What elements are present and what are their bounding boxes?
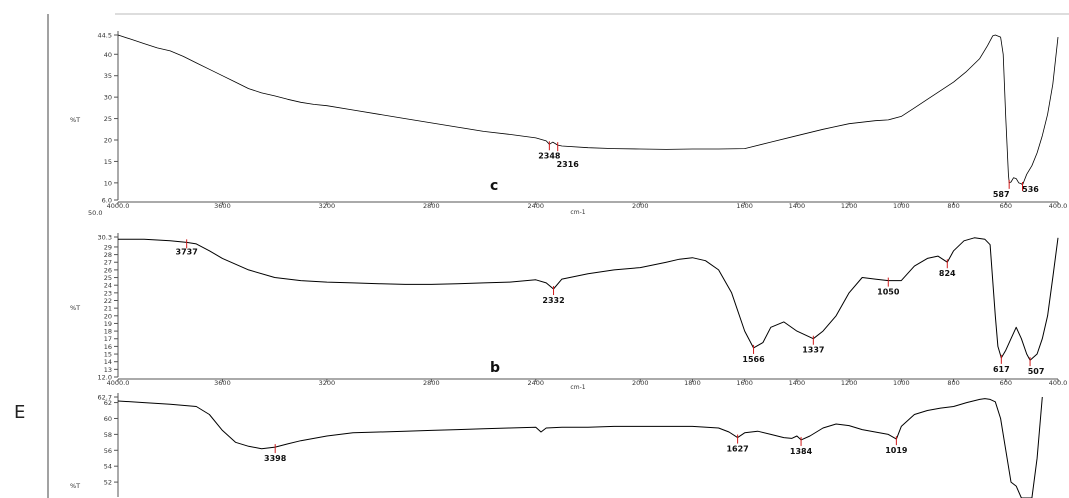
peak-label: 617 <box>993 365 1010 374</box>
y-tick-label: 21 <box>104 305 112 313</box>
y-tick-label: 60 <box>104 415 112 423</box>
x-tick-label: 4000.0 <box>107 202 130 210</box>
y-tick-label: 54 <box>104 463 112 471</box>
x-tick-label: 1400 <box>789 202 806 210</box>
x-tick-label: 1600 <box>736 202 753 210</box>
y-tick-label: 25 <box>104 115 112 123</box>
y-tick-label: 18 <box>104 328 112 336</box>
peak-label: 1627 <box>726 445 748 454</box>
y-tick-label: 17 <box>104 335 112 343</box>
peak-label: 2348 <box>538 151 561 160</box>
x-tick-label: 2000 <box>632 202 649 210</box>
y-tick-label: 23 <box>104 289 112 297</box>
x-tick-label: 3600 <box>214 379 231 387</box>
y-tick-label: 58 <box>104 431 112 439</box>
x-tick-label: 1600 <box>736 379 753 387</box>
x-tick-label: 2000 <box>632 379 649 387</box>
y-tick-label: 10 <box>104 179 112 187</box>
peak-label: 3398 <box>264 454 287 463</box>
panel-letter: b <box>490 360 500 376</box>
y-tick-label: 22 <box>104 297 112 305</box>
y-tick-label: 15 <box>104 158 112 166</box>
overlap-axis-value: 50.0 <box>88 209 102 217</box>
y-tick-label: 30.3 <box>98 234 112 242</box>
y-tick-label: 14 <box>104 358 112 366</box>
x-tick-label: 2400 <box>528 202 545 210</box>
x-axis-label: cm-1 <box>570 209 585 216</box>
peak-label: 1566 <box>742 355 765 364</box>
panel-letter: c <box>490 178 498 194</box>
y-tick-label: 40 <box>104 51 112 59</box>
peak-label: 1050 <box>877 288 900 297</box>
y-tick-label: 29 <box>104 243 112 251</box>
y-tick-label: 30 <box>104 94 112 102</box>
peak-label: 824 <box>939 269 956 278</box>
y-tick-label: 16 <box>104 343 112 351</box>
y-axis-label: %T <box>70 482 80 490</box>
spectrum-line <box>118 237 1059 361</box>
y-tick-label: 19 <box>104 320 112 328</box>
peak-label: 2316 <box>557 160 580 169</box>
y-tick-label: 15 <box>104 351 112 359</box>
x-tick-label: 600 <box>1000 379 1012 387</box>
x-tick-label: 3600 <box>214 202 231 210</box>
peak-label: 2332 <box>542 296 564 305</box>
y-tick-label: 35 <box>104 72 112 80</box>
y-axis-label: %T <box>70 304 80 312</box>
peak-label: 1337 <box>802 346 824 355</box>
y-axis-label: %T <box>70 116 80 124</box>
x-tick-label: 1000 <box>893 202 910 210</box>
x-tick-label: 800 <box>947 379 959 387</box>
x-tick-label: 1800 <box>684 379 701 387</box>
y-tick-label: 62 <box>104 399 112 407</box>
x-tick-label: 400.0 <box>1049 202 1068 210</box>
y-tick-label: 62.7 <box>98 394 112 402</box>
y-tick-label: 24 <box>104 282 112 290</box>
spectrum-line <box>117 34 1059 186</box>
x-tick-label: 2800 <box>423 202 440 210</box>
side-label: E <box>14 402 26 423</box>
spectrum-panel-1: 44.5 40 35 30 25 20 15 10 6.0 %T 4000.0 3600 3200 280… <box>70 31 1067 217</box>
y-tick-label: 12.0 <box>98 374 112 382</box>
x-tick-label: 3200 <box>319 202 336 210</box>
y-tick-label: 20 <box>104 137 112 145</box>
y-tick-label: 27 <box>104 259 112 267</box>
spectrum-panel-2: 30.3292827262524232221201918171615141312… <box>70 233 1067 391</box>
y-tick-label: 44.5 <box>98 32 112 40</box>
y-tick-label: 26 <box>104 266 112 274</box>
peak-label: 507 <box>1028 367 1045 376</box>
x-tick-label: 600 <box>1000 202 1012 210</box>
peak-label: 536 <box>1022 185 1039 194</box>
x-tick-label: 1000 <box>893 379 910 387</box>
x-tick-label: 1400 <box>789 379 806 387</box>
peak-label: 3737 <box>176 247 198 256</box>
y-tick-label: 52 <box>104 479 112 487</box>
x-tick-label: 1200 <box>841 379 858 387</box>
x-tick-label: 1200 <box>841 202 858 210</box>
x-axis-label: cm-1 <box>570 384 585 391</box>
y-tick-label: 56 <box>104 447 112 455</box>
spectrum-panel-3: 62.762 60 58 56 54 52 %T 3398 1627 1384 1019 <box>70 393 1043 498</box>
y-tick-label: 6.0 <box>102 197 112 205</box>
x-tick-label: 4000.0 <box>107 379 130 387</box>
y-tick-label: 13 <box>104 366 112 374</box>
x-tick-label: 3200 <box>319 379 336 387</box>
peak-label: 587 <box>993 190 1010 199</box>
spectrum-line <box>117 396 1043 498</box>
peak-label: 1019 <box>885 446 908 455</box>
y-tick-label: 20 <box>104 312 112 320</box>
peak-label: 1384 <box>790 447 813 456</box>
y-tick-label: 25 <box>104 274 112 282</box>
x-tick-label: 400.0 <box>1049 379 1068 387</box>
x-tick-label: 800 <box>947 202 959 210</box>
x-tick-label: 2400 <box>528 379 545 387</box>
x-tick-label: 2800 <box>423 379 440 387</box>
y-tick-label: 28 <box>104 251 112 259</box>
